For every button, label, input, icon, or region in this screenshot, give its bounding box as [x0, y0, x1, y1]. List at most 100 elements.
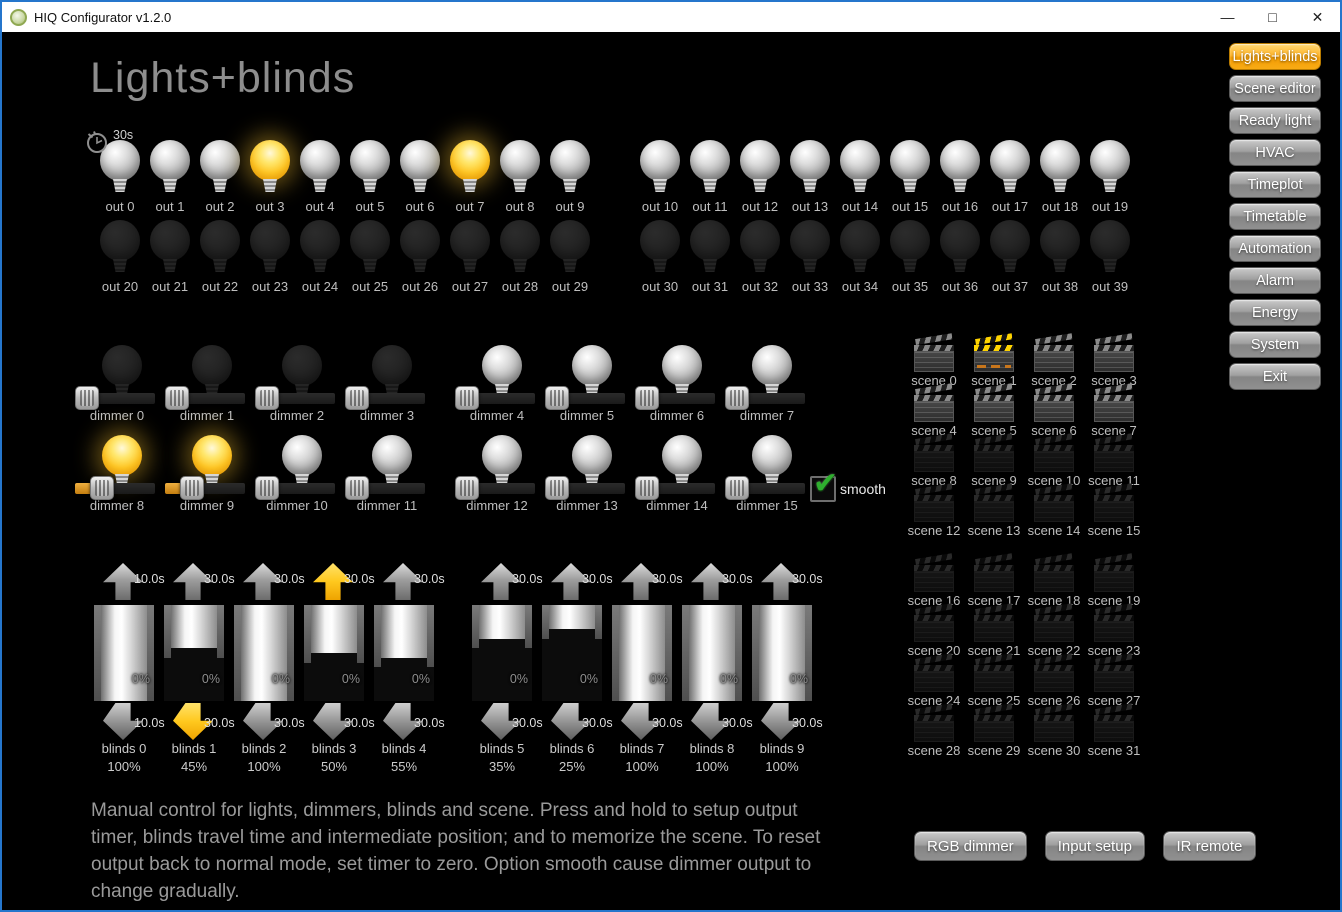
- dimmer-control[interactable]: dimmer 7: [722, 345, 812, 427]
- output-bulb-control[interactable]: out 31: [685, 220, 735, 298]
- output-bulb-control[interactable]: out 23: [245, 220, 295, 298]
- scene-button[interactable]: scene 16: [904, 553, 964, 608]
- scene-button[interactable]: scene 5: [964, 383, 1024, 438]
- dimmer-knob[interactable]: [255, 476, 279, 500]
- output-bulb-control[interactable]: out 12: [735, 140, 785, 218]
- blind-position-bar[interactable]: 0%: [304, 605, 364, 701]
- blind-position-bar[interactable]: 0%: [612, 605, 672, 701]
- output-bulb-control[interactable]: out 10: [635, 140, 685, 218]
- output-bulb-control[interactable]: out 1: [145, 140, 195, 218]
- dimmer-knob[interactable]: [635, 476, 659, 500]
- dimmer-track[interactable]: [165, 476, 245, 500]
- sidebar-button[interactable]: Ready light: [1229, 107, 1321, 134]
- dimmer-knob[interactable]: [180, 476, 205, 500]
- scene-button[interactable]: scene 30: [1024, 703, 1084, 758]
- dimmer-knob[interactable]: [455, 476, 479, 500]
- dimmer-track[interactable]: [165, 386, 245, 410]
- dimmer-track[interactable]: [345, 476, 425, 500]
- scene-button[interactable]: scene 25: [964, 653, 1024, 708]
- footer-button[interactable]: Input setup: [1044, 831, 1145, 861]
- dimmer-control[interactable]: dimmer 2: [252, 345, 342, 427]
- dimmer-knob[interactable]: [345, 476, 369, 500]
- dimmer-control[interactable]: dimmer 3: [342, 345, 432, 427]
- dimmer-control[interactable]: dimmer 11: [342, 435, 432, 517]
- dimmer-knob[interactable]: [90, 476, 115, 500]
- dimmer-track[interactable]: [345, 386, 425, 410]
- output-bulb-control[interactable]: out 6: [395, 140, 445, 218]
- scene-button[interactable]: scene 3: [1084, 333, 1144, 388]
- scene-button[interactable]: scene 28: [904, 703, 964, 758]
- output-bulb-control[interactable]: out 7: [445, 140, 495, 218]
- output-bulb-control[interactable]: out 24: [295, 220, 345, 298]
- sidebar-button[interactable]: System: [1229, 331, 1321, 358]
- scene-button[interactable]: scene 8: [904, 433, 964, 488]
- output-bulb-control[interactable]: out 39: [1085, 220, 1135, 298]
- output-bulb-control[interactable]: out 32: [735, 220, 785, 298]
- dimmer-control[interactable]: dimmer 12: [452, 435, 542, 517]
- scene-button[interactable]: scene 10: [1024, 433, 1084, 488]
- dimmer-track[interactable]: [725, 386, 805, 410]
- dimmer-knob[interactable]: [545, 476, 569, 500]
- dimmer-knob[interactable]: [545, 386, 569, 410]
- dimmer-knob[interactable]: [255, 386, 279, 410]
- dimmer-control[interactable]: dimmer 1: [162, 345, 252, 427]
- output-bulb-control[interactable]: out 18: [1035, 140, 1085, 218]
- dimmer-knob[interactable]: [345, 386, 369, 410]
- dimmer-control[interactable]: dimmer 5: [542, 345, 632, 427]
- dimmer-control[interactable]: dimmer 8: [72, 435, 162, 517]
- output-bulb-control[interactable]: out 27: [445, 220, 495, 298]
- sidebar-button[interactable]: Alarm: [1229, 267, 1321, 294]
- dimmer-track[interactable]: [455, 476, 535, 500]
- output-bulb-control[interactable]: out 22: [195, 220, 245, 298]
- dimmer-control[interactable]: dimmer 14: [632, 435, 722, 517]
- sidebar-button[interactable]: Timeplot: [1229, 171, 1321, 198]
- output-bulb-control[interactable]: out 4: [295, 140, 345, 218]
- output-bulb-control[interactable]: out 21: [145, 220, 195, 298]
- sidebar-button[interactable]: Timetable: [1229, 203, 1321, 230]
- sidebar-button[interactable]: Scene editor: [1229, 75, 1321, 102]
- sidebar-button[interactable]: Exit: [1229, 363, 1321, 390]
- dimmer-knob[interactable]: [635, 386, 659, 410]
- output-bulb-control[interactable]: out 37: [985, 220, 1035, 298]
- scene-button[interactable]: scene 13: [964, 483, 1024, 538]
- sidebar-button[interactable]: Lights+blinds: [1229, 43, 1321, 70]
- dimmer-control[interactable]: dimmer 9: [162, 435, 252, 517]
- scene-button[interactable]: scene 7: [1084, 383, 1144, 438]
- scene-button[interactable]: scene 31: [1084, 703, 1144, 758]
- scene-button[interactable]: scene 6: [1024, 383, 1084, 438]
- output-bulb-control[interactable]: out 17: [985, 140, 1035, 218]
- output-bulb-control[interactable]: out 25: [345, 220, 395, 298]
- output-bulb-control[interactable]: out 9: [545, 140, 595, 218]
- output-bulb-control[interactable]: out 35: [885, 220, 935, 298]
- output-bulb-control[interactable]: out 5: [345, 140, 395, 218]
- output-bulb-control[interactable]: 30s out 0: [87, 128, 145, 218]
- output-bulb-control[interactable]: out 36: [935, 220, 985, 298]
- scene-button[interactable]: scene 19: [1084, 553, 1144, 608]
- blind-position-bar[interactable]: 0%: [752, 605, 812, 701]
- dimmer-control[interactable]: dimmer 0: [72, 345, 162, 427]
- dimmer-track[interactable]: [635, 386, 715, 410]
- scene-button[interactable]: scene 12: [904, 483, 964, 538]
- sidebar-button[interactable]: HVAC: [1229, 139, 1321, 166]
- dimmer-control[interactable]: dimmer 10: [252, 435, 342, 517]
- scene-button[interactable]: scene 1: [964, 333, 1024, 388]
- dimmer-track[interactable]: [255, 386, 335, 410]
- scene-button[interactable]: scene 15: [1084, 483, 1144, 538]
- scene-button[interactable]: scene 23: [1084, 603, 1144, 658]
- output-bulb-control[interactable]: out 15: [885, 140, 935, 218]
- blind-position-bar[interactable]: 0%: [542, 605, 602, 701]
- blind-position-bar[interactable]: 0%: [234, 605, 294, 701]
- footer-button[interactable]: IR remote: [1162, 831, 1256, 861]
- output-bulb-control[interactable]: out 3: [245, 140, 295, 218]
- output-bulb-control[interactable]: out 11: [685, 140, 735, 218]
- blind-position-bar[interactable]: 0%: [682, 605, 742, 701]
- dimmer-track[interactable]: [725, 476, 805, 500]
- output-bulb-control[interactable]: out 28: [495, 220, 545, 298]
- scene-button[interactable]: scene 4: [904, 383, 964, 438]
- output-bulb-control[interactable]: out 34: [835, 220, 885, 298]
- output-bulb-control[interactable]: out 26: [395, 220, 445, 298]
- output-bulb-control[interactable]: out 8: [495, 140, 545, 218]
- sidebar-button[interactable]: Energy: [1229, 299, 1321, 326]
- output-bulb-control[interactable]: out 16: [935, 140, 985, 218]
- scene-button[interactable]: scene 29: [964, 703, 1024, 758]
